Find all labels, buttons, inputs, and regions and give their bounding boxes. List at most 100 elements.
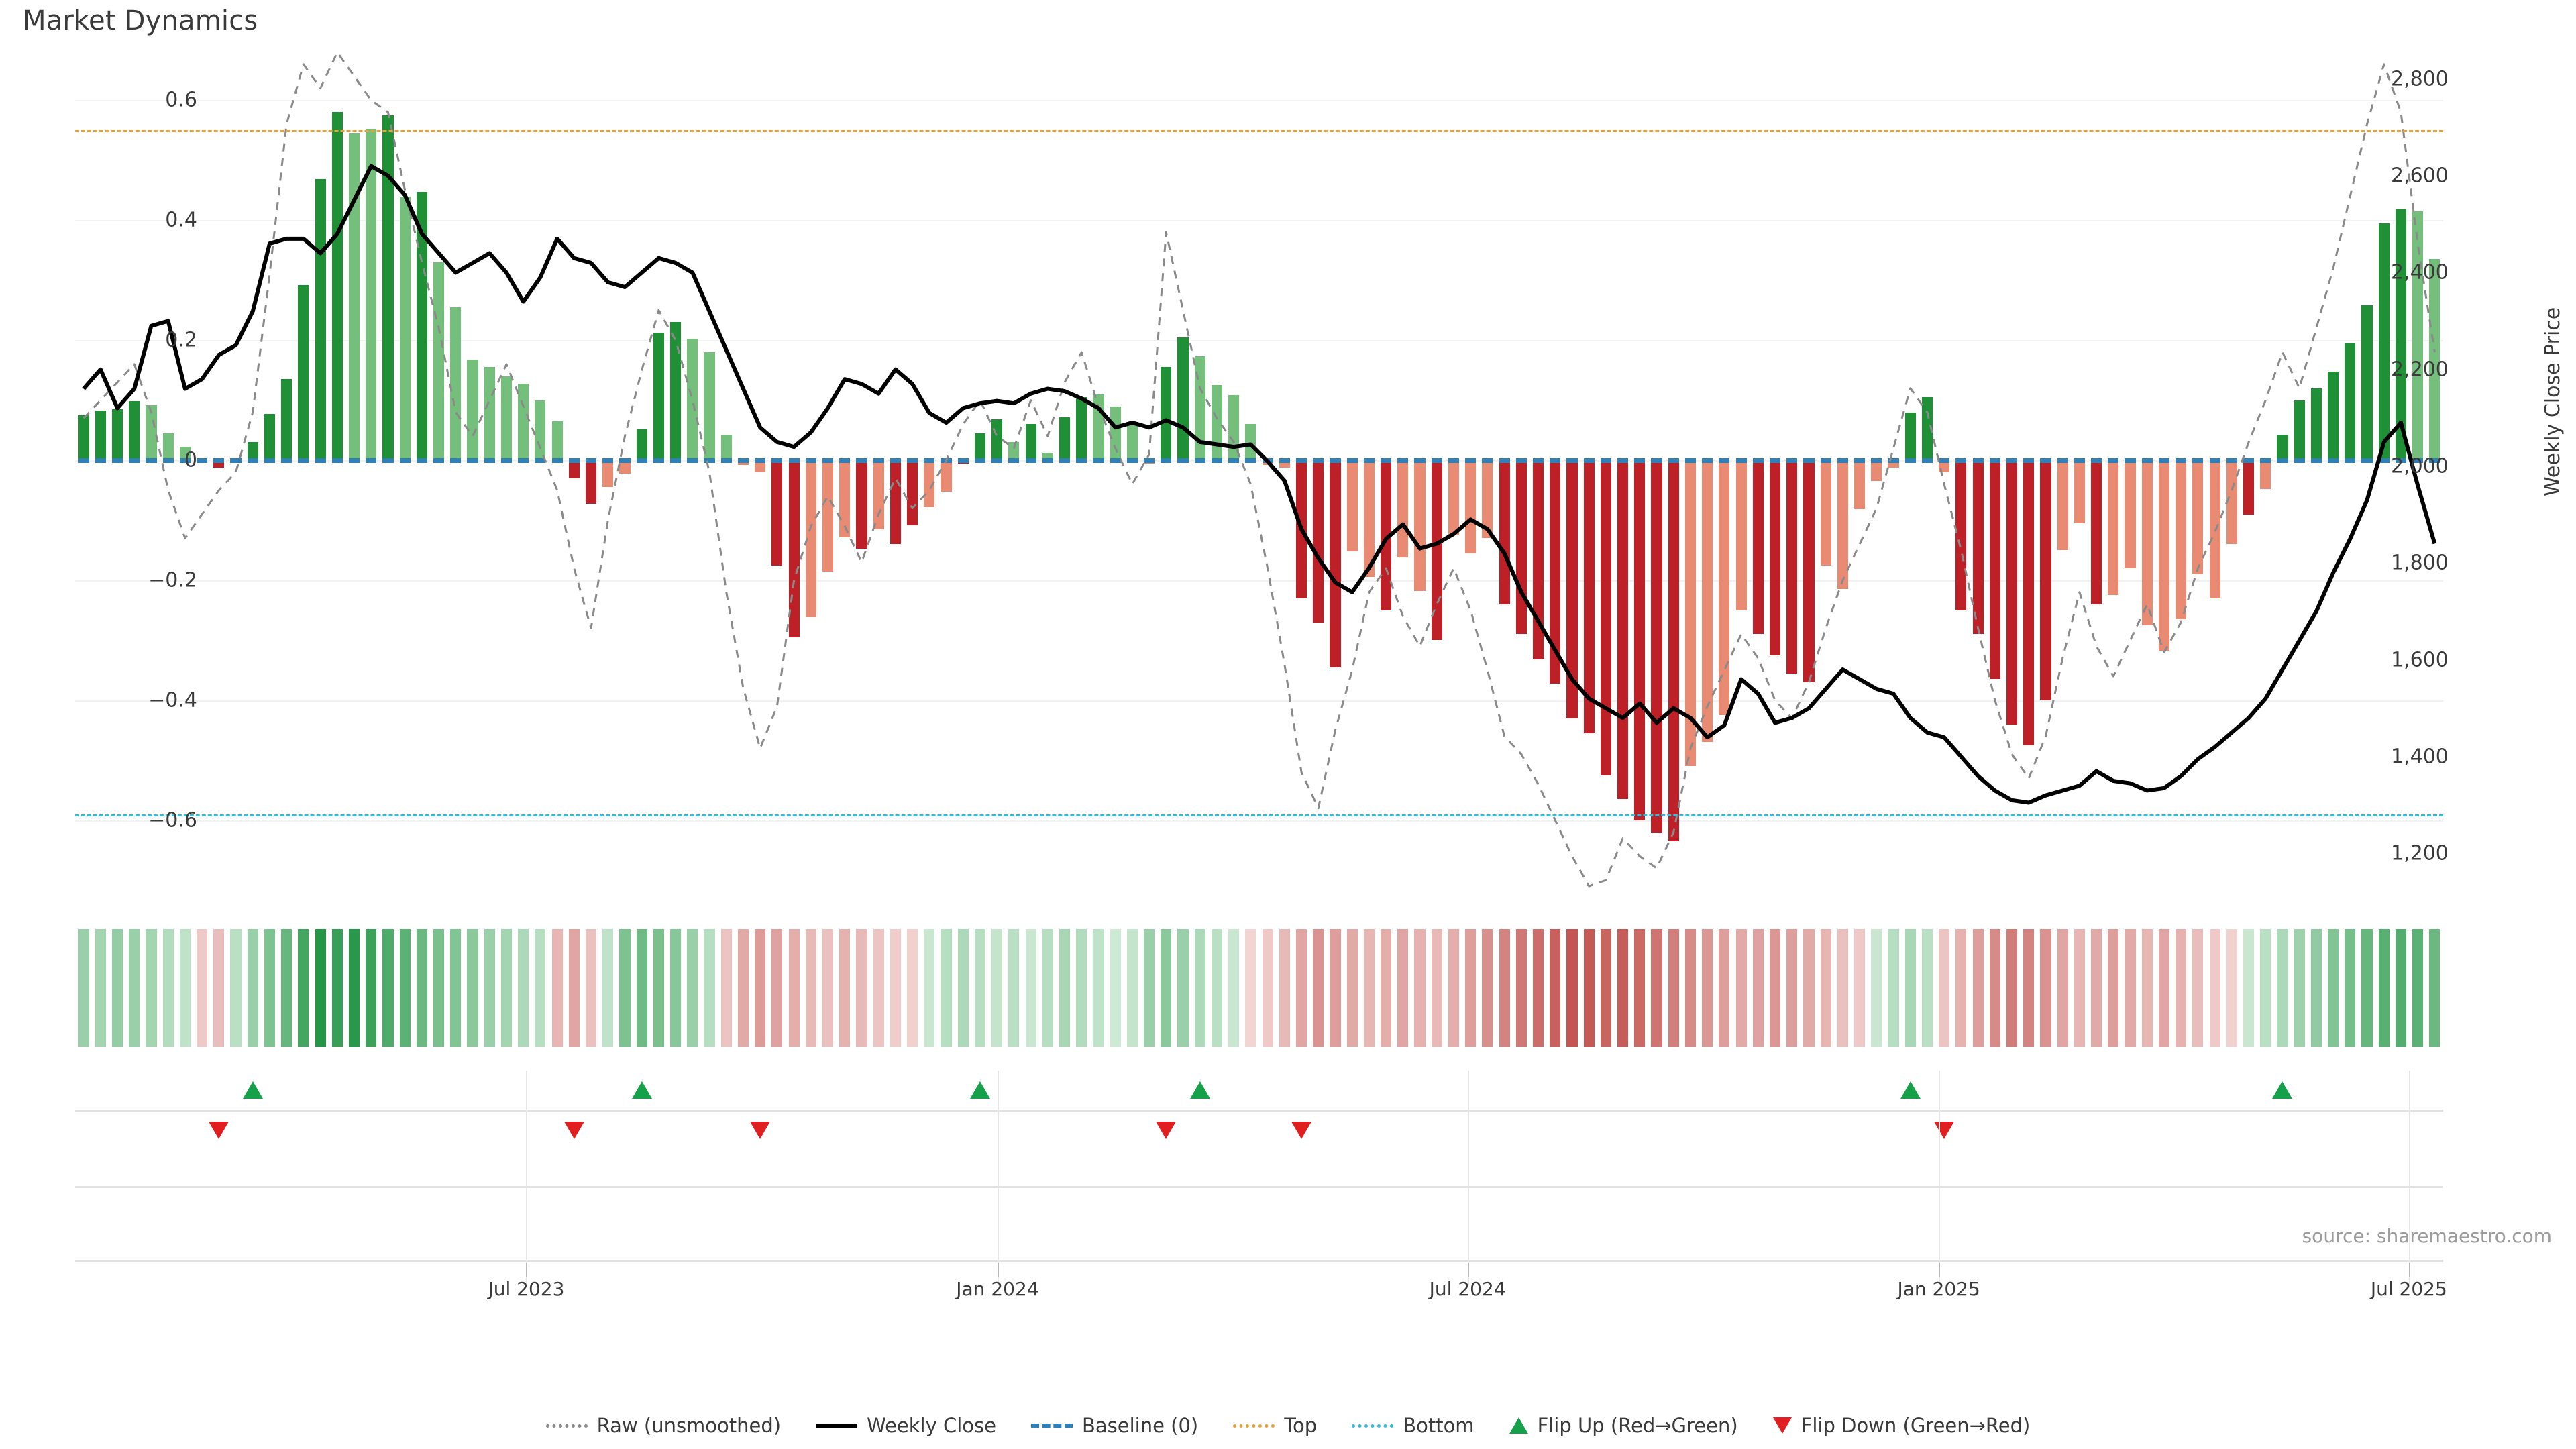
flip-up-marker[interactable] [969, 1081, 990, 1099]
baseline-dash-segment [1702, 458, 1713, 464]
heatmap-cell [399, 929, 411, 1046]
flip-down-marker[interactable] [1934, 1122, 1955, 1139]
heatmap-cell [467, 929, 478, 1046]
legend-item[interactable]: Weekly Close [816, 1414, 996, 1437]
flip-up-marker[interactable] [2272, 1081, 2293, 1099]
bar [1651, 460, 1662, 833]
heatmap-cell [1837, 929, 1848, 1046]
baseline-dash-segment [298, 458, 309, 464]
legend-item[interactable]: Raw (unsmoothed) [545, 1414, 782, 1437]
bar [2006, 460, 2018, 724]
baseline-dash-segment [2192, 458, 2204, 464]
bar [907, 460, 918, 525]
bar [1719, 460, 1730, 716]
baseline-dash-segment [2310, 458, 2322, 464]
bar [1921, 397, 1933, 461]
bar [484, 367, 495, 461]
flip-down-marker[interactable] [564, 1122, 584, 1139]
baseline-dash-segment [636, 458, 647, 464]
baseline-dash-segment [78, 458, 89, 464]
baseline-dash-segment [230, 458, 241, 464]
flip-markers-panel [75, 1067, 2443, 1154]
flip-up-marker[interactable] [242, 1081, 263, 1099]
legend-item[interactable]: Bottom [1352, 1414, 1474, 1437]
baseline-dash-segment [2226, 458, 2237, 464]
legend-label: Raw (unsmoothed) [596, 1414, 782, 1437]
bar [1566, 460, 1578, 718]
bar [1008, 442, 1020, 461]
baseline-dash-segment [1194, 458, 1205, 464]
baseline-dash-segment [1617, 458, 1629, 464]
bar [1786, 460, 1798, 674]
bar [1431, 460, 1442, 641]
bar [1684, 460, 1697, 767]
main-plot-area [75, 40, 2443, 892]
baseline-dash-segment [1939, 458, 1950, 464]
flip-up-marker[interactable] [1900, 1081, 1921, 1099]
baseline-dash-segment [873, 458, 884, 464]
heatmap-cell [1634, 929, 1646, 1046]
baseline-dash-segment [162, 458, 174, 464]
flip-up-marker[interactable] [631, 1081, 652, 1099]
legend-item[interactable]: Flip Up (Red→Green) [1509, 1414, 1738, 1437]
heatmap-cell [1532, 929, 1544, 1046]
bar [1955, 460, 1967, 610]
baseline-dash-segment [433, 458, 445, 464]
baseline-dash-segment [1803, 458, 1815, 464]
heatmap-cell [1651, 929, 1662, 1046]
baseline-dash-segment [399, 458, 411, 464]
gridline-horizontal [75, 820, 2443, 822]
bar [1313, 460, 1324, 623]
heatmap-cell [1888, 929, 1899, 1046]
baseline-dash-segment [1955, 458, 1967, 464]
lower-panel-rule [75, 1186, 2443, 1188]
flip-down-marker[interactable] [1291, 1122, 1312, 1139]
baseline-dash-segment [839, 458, 851, 464]
bar [162, 433, 174, 461]
heatmap-cell [1583, 929, 1595, 1046]
baseline-dash-segment [890, 458, 901, 464]
heatmap-cell [2412, 929, 2424, 1046]
baseline-dash-segment [146, 458, 157, 464]
bar [1871, 460, 1882, 482]
y-axis-left-tick-label: −0.4 [148, 688, 197, 712]
heatmap-cell [315, 929, 326, 1046]
heatmap-cell [551, 929, 563, 1046]
legend-item[interactable]: Top [1233, 1414, 1317, 1437]
bar [602, 460, 614, 488]
baseline-dash-segment [551, 458, 563, 464]
flip-up-marker[interactable] [1189, 1081, 1210, 1099]
bar [2141, 460, 2153, 625]
bar [1448, 460, 1460, 535]
heatmap-cell [1381, 929, 1392, 1046]
baseline-dash-segment [518, 458, 529, 464]
heatmap-cell [788, 929, 800, 1046]
legend-item[interactable]: Baseline (0) [1031, 1414, 1198, 1437]
bar [1110, 406, 1121, 461]
bar [2243, 460, 2255, 515]
x-gridline [526, 1071, 528, 1285]
baseline-dash-segment [755, 458, 766, 464]
heatmap-cell [2328, 929, 2339, 1046]
heatmap-cell [1566, 929, 1578, 1046]
heatmap-cell [1617, 929, 1629, 1046]
bar [2158, 460, 2170, 651]
heatmap-cell [924, 929, 935, 1046]
y-axis-right-tick-label: 2,400 [2391, 260, 2449, 284]
bar [348, 133, 360, 461]
baseline-dash-segment [568, 458, 580, 464]
bar [264, 414, 276, 461]
heatmap-cell [1144, 929, 1155, 1046]
legend-item[interactable]: Flip Down (Green→Red) [1772, 1414, 2030, 1437]
flip-down-marker[interactable] [209, 1122, 229, 1139]
baseline-dash-segment [2074, 458, 2085, 464]
flip-down-marker[interactable] [1156, 1122, 1177, 1139]
heatmap-cell [822, 929, 834, 1046]
bar [2412, 211, 2424, 461]
heatmap-cell [2176, 929, 2187, 1046]
baseline-dash-segment [991, 458, 1003, 464]
baseline-dash-segment [1515, 458, 1527, 464]
flip-down-marker[interactable] [750, 1122, 771, 1139]
bar [450, 307, 462, 461]
bar [2361, 305, 2373, 461]
